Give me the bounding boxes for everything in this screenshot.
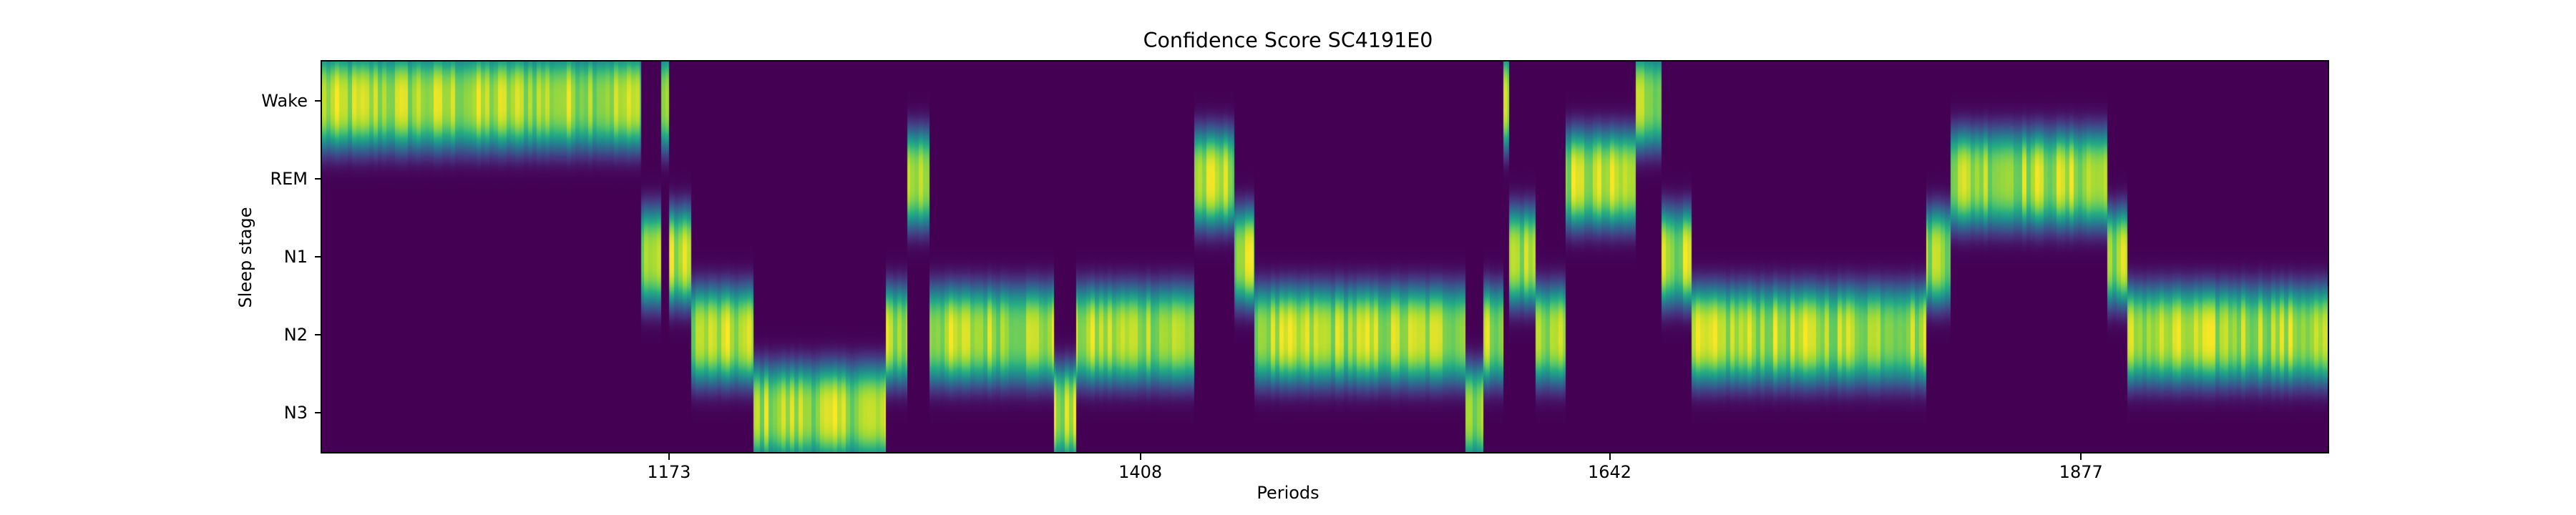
chart-title: Confidence Score SC4191E0 xyxy=(1143,29,1433,52)
y-tick-label: N1 xyxy=(283,247,308,267)
y-tick-label: REM xyxy=(270,168,308,189)
y-tick-mark xyxy=(315,99,322,102)
y-tick-mark xyxy=(315,412,322,414)
x-tick-mark xyxy=(2080,453,2082,460)
x-tick-label: 1877 xyxy=(2059,462,2103,482)
x-tick-label: 1408 xyxy=(1118,462,1163,482)
x-axis-label: Periods xyxy=(1257,483,1319,503)
y-tick-mark xyxy=(315,177,322,180)
plot-area xyxy=(321,60,2329,453)
y-tick-label: N2 xyxy=(283,325,308,345)
y-axis-label: Sleep stage xyxy=(235,207,255,308)
x-tick-mark xyxy=(668,453,670,460)
confidence-heatmap xyxy=(322,62,2328,452)
y-tick-label: N3 xyxy=(283,403,308,423)
x-tick-label: 1642 xyxy=(1587,462,1632,482)
x-tick-mark xyxy=(1139,453,1141,460)
x-tick-label: 1173 xyxy=(647,462,691,482)
y-tick-label: Wake xyxy=(261,90,308,111)
y-tick-mark xyxy=(315,256,322,258)
x-tick-mark xyxy=(1609,453,1611,460)
y-tick-mark xyxy=(315,334,322,336)
